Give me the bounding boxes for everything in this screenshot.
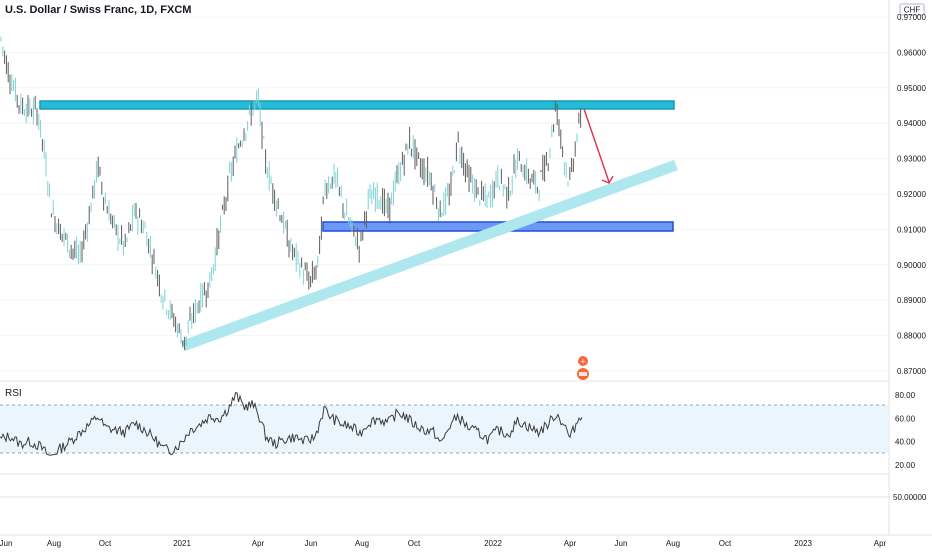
currency-label: CHF xyxy=(904,6,921,15)
price-tick-label: 0.94000 xyxy=(897,119,926,128)
time-tick-label: Jun xyxy=(615,539,628,548)
time-tick-label: Apr xyxy=(564,539,577,548)
time-axis: Jun Aug Oct 2021 Apr Jun Aug Oct 2022 Apr Jun Aug Oc… xyxy=(0,539,887,548)
rsi-tick-label: 40.00 xyxy=(895,438,916,447)
currency-badge[interactable] xyxy=(899,3,925,16)
chart-title: U.S. Dollar / Swiss Franc, 1D, FXCM xyxy=(5,4,192,16)
rsi-pane-title[interactable]: RSI xyxy=(5,388,22,399)
price-tick-label: 0.97000 xyxy=(897,13,926,22)
rsi-tick-label: 20.00 xyxy=(895,461,916,470)
ascending-trendline[interactable] xyxy=(181,159,678,352)
time-tick-label: Oct xyxy=(99,539,112,548)
rsi-line xyxy=(0,392,583,456)
time-tick-label: Oct xyxy=(719,539,732,548)
event-icon-plus: + xyxy=(580,357,585,367)
price-tick-label: 0.96000 xyxy=(897,48,926,57)
time-tick-label: Aug xyxy=(355,539,369,548)
time-tick-label: 2022 xyxy=(484,539,502,548)
price-axis: 0.97000 0.96000 0.95000 0.94000 0.93000 0.920… xyxy=(897,13,926,376)
rsi-band xyxy=(0,405,888,453)
projection-arrow[interactable] xyxy=(583,108,614,184)
rsi-tick-label: 60.00 xyxy=(895,414,916,423)
price-tick-label: 0.95000 xyxy=(897,84,926,93)
price-tick-label: 0.88000 xyxy=(897,332,926,341)
price-tick-label: 0.89000 xyxy=(897,296,926,305)
price-tick-label: 0.93000 xyxy=(897,155,926,164)
price-tick-label: 0.90000 xyxy=(897,261,926,270)
time-tick-label: Oct xyxy=(408,539,421,548)
price-tick-label: 0.91000 xyxy=(897,225,926,234)
price-tick-label: 0.87000 xyxy=(897,367,926,376)
time-tick-label: 2023 xyxy=(794,539,812,548)
time-tick-label: Apr xyxy=(252,539,265,548)
resistance-zone[interactable] xyxy=(39,100,675,110)
time-tick-label: Jun xyxy=(305,539,318,548)
flag-icon xyxy=(579,372,587,376)
time-tick-label: Apr xyxy=(874,539,887,548)
price-tick-label: 0.92000 xyxy=(897,190,926,199)
rsi-axis: 80.00 60.00 40.00 20.00 50.00000 xyxy=(893,391,927,502)
time-tick-label: 2021 xyxy=(173,539,191,548)
rsi-tick-label: 80.00 xyxy=(895,391,916,400)
time-tick-label: Aug xyxy=(666,539,680,548)
event-icon-top[interactable] xyxy=(578,356,588,366)
price-grid xyxy=(0,16,889,372)
time-tick-label: Aug xyxy=(47,539,61,548)
time-tick-label: Jun xyxy=(0,539,12,548)
price-candles xyxy=(0,36,582,351)
lower-pane-tick-label: 50.00000 xyxy=(893,493,927,502)
event-icons[interactable]: + xyxy=(577,356,589,380)
